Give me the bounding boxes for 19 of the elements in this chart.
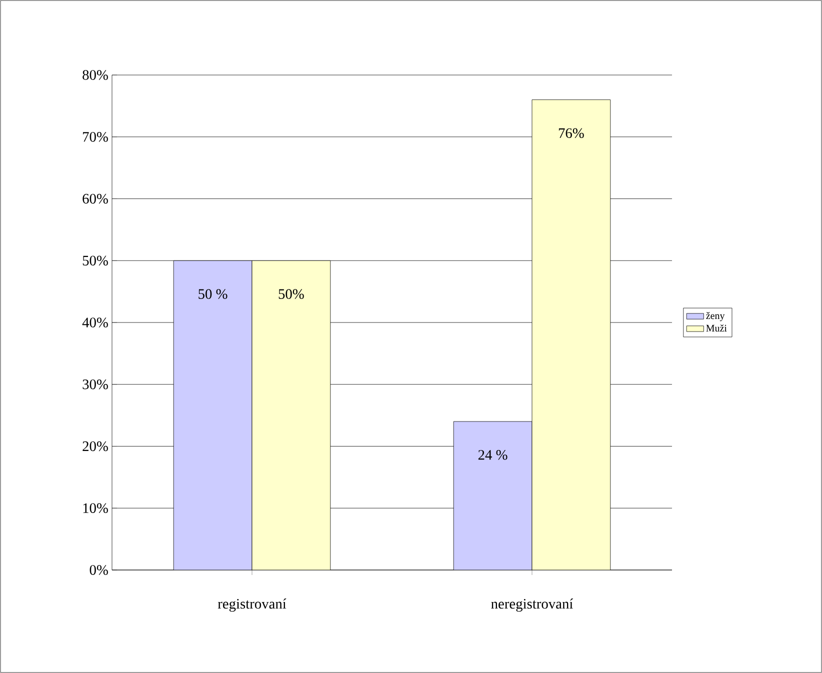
bar	[252, 260, 331, 570]
legend-label: Muži	[706, 324, 727, 332]
y-tick-label: 20%	[82, 441, 108, 452]
y-tick-label: 10%	[83, 503, 108, 514]
y-tick-label: 80%	[82, 70, 108, 80]
data-label: 50 %	[198, 289, 228, 299]
y-tick-label: 50%	[82, 256, 108, 266]
data-label: 76%	[558, 128, 584, 138]
legend-label: ženy	[706, 312, 725, 322]
y-tick-label: 70%	[83, 132, 108, 142]
bar	[532, 100, 611, 570]
x-tick-label: neregistrovaní	[491, 598, 574, 612]
y-tick-label: 60%	[82, 194, 108, 204]
x-tick-label: registrovaní	[218, 598, 286, 612]
y-tick-label: 40%	[82, 318, 108, 328]
y-tick-label: 0%	[90, 565, 108, 575]
data-label: 24 %	[478, 450, 508, 460]
data-label: 50%	[278, 289, 304, 299]
y-tick-label: 30%	[82, 379, 108, 390]
